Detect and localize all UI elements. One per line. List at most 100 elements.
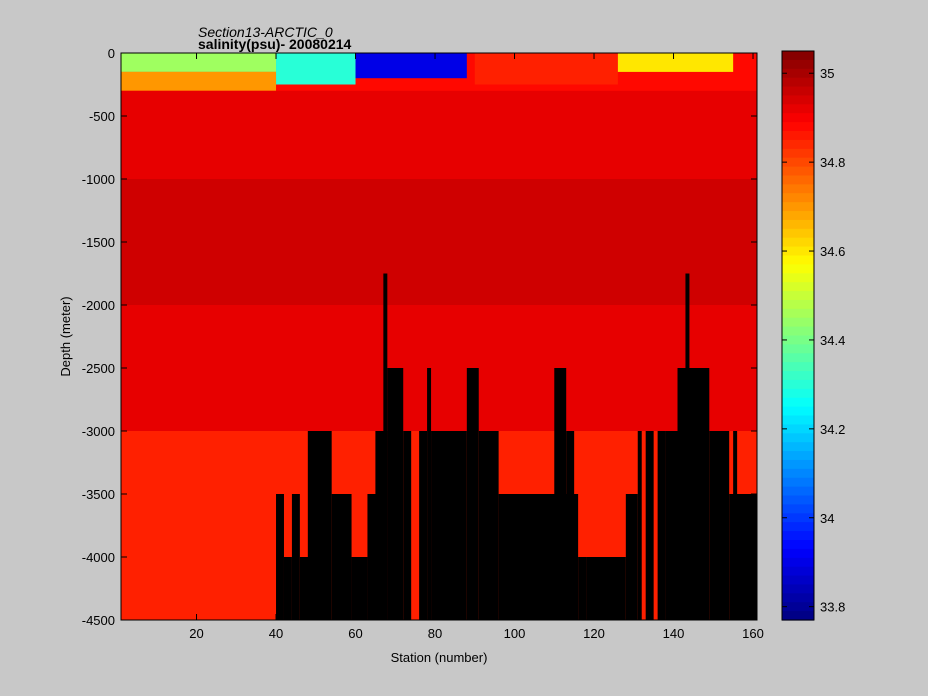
colorbar-tick-label: 34.6: [820, 244, 845, 259]
seafloor-block: [276, 494, 284, 620]
colorbar-segment: [782, 113, 814, 123]
colorbar-segment: [782, 459, 814, 470]
colorbar-segment: [782, 148, 814, 159]
colorbar-segment: [782, 228, 814, 239]
colorbar-segment: [782, 424, 814, 434]
colorbar-segment: [782, 335, 814, 345]
chart-subtitle: salinity(psu)- 20080214: [198, 36, 352, 52]
colorbar-segment: [782, 157, 814, 168]
colorbar-segment: [782, 202, 814, 212]
colorbar-segment: [782, 299, 814, 310]
salinity-cell: [121, 53, 277, 72]
colorbar-segment: [782, 477, 814, 488]
salinity-cell: [474, 53, 618, 85]
colorbar-segment: [782, 95, 814, 105]
colorbar-segment: [782, 371, 814, 381]
colorbar-segment: [782, 326, 814, 337]
x-tick-label: 160: [742, 626, 764, 641]
x-tick-label: 60: [348, 626, 362, 641]
seafloor-block: [709, 431, 730, 620]
colorbar-segment: [782, 602, 814, 612]
x-tick-label: 20: [189, 626, 203, 641]
y-tick-label: -2000: [82, 298, 115, 313]
colorbar-segment: [782, 388, 814, 399]
colorbar-segment: [782, 611, 814, 621]
plot-frame: [120, 52, 758, 621]
colorbar-segment: [782, 442, 814, 452]
colorbar-segment: [782, 362, 814, 372]
colorbar-frame: [781, 50, 815, 621]
colorbar-segment: [782, 344, 814, 354]
colorbar-segment: [782, 68, 814, 79]
x-tick-label: 120: [583, 626, 605, 641]
y-tick-label: -4500: [82, 613, 115, 628]
salinity-cell: [121, 305, 757, 431]
colorbar-segment: [782, 317, 814, 328]
colorbar-segment: [782, 486, 814, 497]
chart-title: Section13-ARCTIC_0: [198, 24, 333, 40]
colorbar-segment: [782, 104, 814, 114]
salinity-cell: [121, 71, 277, 91]
colorbar-segment: [782, 86, 814, 97]
colorbar-tick-label: 34.8: [820, 155, 845, 170]
seafloor-block: [657, 431, 666, 620]
colorbar-segment: [782, 522, 814, 532]
y-tick-label: -3000: [82, 424, 115, 439]
colorbar-segment: [782, 139, 814, 150]
x-tick-label: 80: [428, 626, 442, 641]
colorbar-segment: [782, 59, 814, 70]
y-tick-label: -4000: [82, 550, 115, 565]
colorbar-tick-label: 34.2: [820, 422, 845, 437]
seafloor-block: [677, 368, 710, 620]
seafloor-block: [478, 431, 499, 620]
colorbar-segment: [782, 264, 814, 274]
colorbar-segment: [782, 237, 814, 248]
colorbar-tick-label: 35: [820, 66, 834, 81]
seafloor-block: [645, 431, 654, 620]
colorbar-segment: [782, 255, 814, 265]
salinity-cell: [276, 53, 356, 85]
colorbar-segment: [782, 397, 814, 408]
seafloor-block: [554, 368, 567, 620]
colorbar-segment: [782, 379, 814, 390]
colorbar-segment: [782, 539, 814, 550]
salinity-cell: [355, 53, 467, 79]
salinity-cell: [121, 90, 757, 179]
seafloor-block: [419, 431, 428, 620]
seafloor-block: [291, 494, 300, 620]
colorbar-tick-label: 33.8: [820, 600, 845, 615]
colorbar-segment: [782, 51, 814, 61]
colorbar-tick-label: 34: [820, 511, 834, 526]
x-tick-label: 140: [663, 626, 685, 641]
colorbar-segment: [782, 557, 814, 568]
seafloor-block: [307, 431, 332, 620]
salinity-cell: [617, 53, 734, 72]
colorbar-tick-label: 34.4: [820, 333, 845, 348]
seafloor-block: [665, 431, 678, 620]
seafloor-block: [375, 431, 388, 620]
colorbar-segment: [782, 291, 814, 301]
seafloor-block: [685, 273, 690, 620]
colorbar-segment: [782, 566, 814, 577]
colorbar-segment: [782, 495, 814, 506]
colorbar-segment: [782, 122, 814, 132]
colorbar-segment: [782, 308, 814, 319]
x-axis-label: Station (number): [391, 650, 488, 665]
y-tick-label: -3500: [82, 487, 115, 502]
seafloor-block: [431, 431, 467, 620]
x-tick-label: 40: [269, 626, 283, 641]
colorbar-segment: [782, 548, 814, 559]
y-axis-label: Depth (meter): [58, 296, 73, 376]
colorbar-segment: [782, 451, 814, 461]
salinity-cell: [121, 179, 757, 305]
colorbar-segment: [782, 406, 814, 417]
x-tick-label: 100: [504, 626, 526, 641]
colorbar-segment: [782, 273, 814, 283]
seafloor-block: [466, 368, 479, 620]
y-tick-label: -2500: [82, 361, 115, 376]
seafloor-block: [586, 557, 626, 620]
y-tick-label: -500: [89, 109, 115, 124]
colorbar-segment: [782, 211, 814, 221]
colorbar-segment: [782, 415, 814, 426]
colorbar-segment: [782, 353, 814, 363]
